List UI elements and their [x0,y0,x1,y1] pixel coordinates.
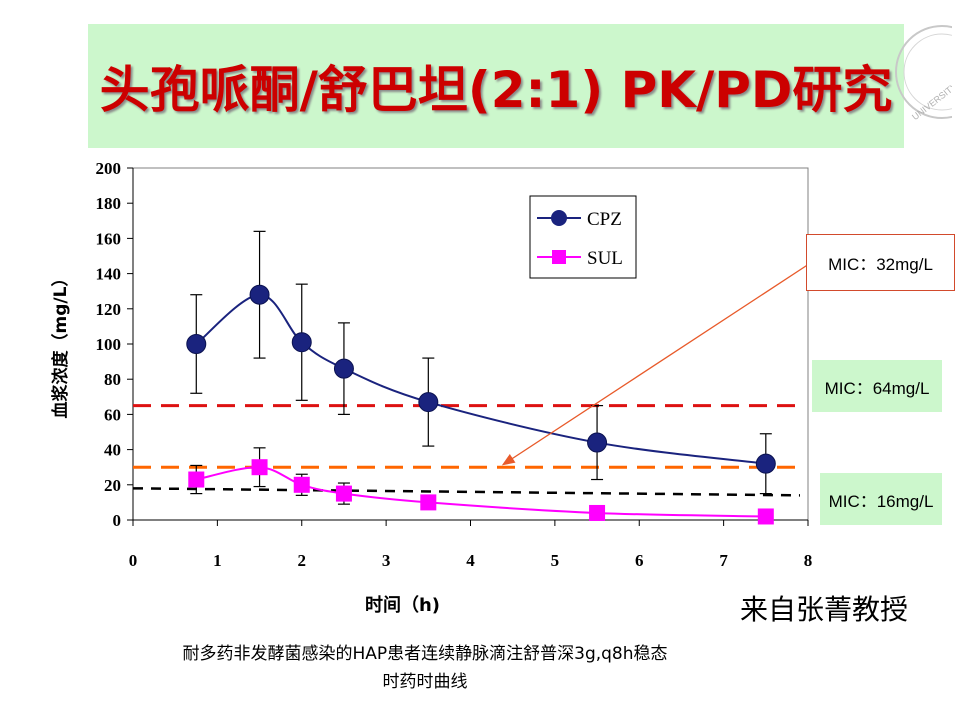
data-point-cpz [249,284,270,305]
data-point-cpz [291,332,312,353]
x-tick-label: 3 [382,551,391,570]
data-point-sul [420,494,437,511]
y-tick-label: 200 [96,159,122,178]
title-banner: 头孢哌酮/舒巴坦(2:1) PK/PD研究 [88,24,904,148]
y-tick-label: 80 [104,370,121,389]
source-credit: 来自张菁教授 [740,593,909,626]
y-axis-label: 血浆浓度（mg/L） [50,270,71,419]
data-point-cpz [418,392,439,413]
caption-line-2: 时药时曲线 [382,672,468,692]
x-tick-label: 6 [635,551,644,570]
y-tick-label: 40 [104,441,121,460]
legend: CPZ SUL [529,195,637,279]
y-tick-label: 60 [104,405,121,424]
data-point-sul [251,459,268,476]
caption-line-1: 耐多药非发酵菌感染的HAP患者连续静脉滴注舒普深3g,q8h稳态 [182,644,668,664]
legend-marker-cpz [551,210,567,226]
mic-32-arrow [501,261,813,466]
x-axis-label: 时间（h) [365,595,440,616]
slide-title: 头孢哌酮/舒巴坦(2:1) PK/PD研究 [99,61,893,119]
university-seal-logo: UNIVERSITY [895,25,952,122]
mic-16-line [132,487,801,497]
x-tick-label: 7 [719,551,728,570]
x-tick-label: 8 [804,551,813,570]
data-point-sul [757,508,774,525]
legend-box [529,195,637,279]
y-tick-label: 120 [96,300,122,319]
legend-label-cpz: CPZ [587,209,622,230]
y-tick-label: 180 [96,194,122,213]
y-tick-label: 0 [113,511,122,530]
x-tick-label: 4 [466,551,475,570]
y-tick-label: 100 [96,335,122,354]
data-point-sul [335,485,352,502]
mic-64-label: MIC：64mg/L [812,360,942,412]
data-point-sul [589,504,606,521]
legend-label-sul: SUL [587,248,623,269]
data-point-sul [293,476,310,493]
plot-area [132,167,809,521]
data-point-cpz [755,453,776,474]
data-point-sul [188,471,205,488]
mic-16-label: MIC：16mg/L [820,473,942,525]
data-point-cpz [186,334,207,354]
y-tick-label: 140 [96,265,122,284]
x-tick-label: 0 [129,551,138,570]
figure-caption: 耐多药非发酵菌感染的HAP患者连续静脉滴注舒普深3g,q8h稳态 时药时曲线 [100,640,750,696]
legend-marker-sul [552,250,566,264]
y-tick-label: 160 [96,229,122,248]
x-tick-label: 5 [551,551,560,570]
y-tick-label: 20 [104,476,121,495]
x-tick-label: 2 [298,551,307,570]
x-tick-label: 1 [213,551,222,570]
data-point-cpz [587,432,608,453]
data-point-cpz [333,358,354,379]
mic-32-callout: MIC：32mg/L [806,234,955,291]
